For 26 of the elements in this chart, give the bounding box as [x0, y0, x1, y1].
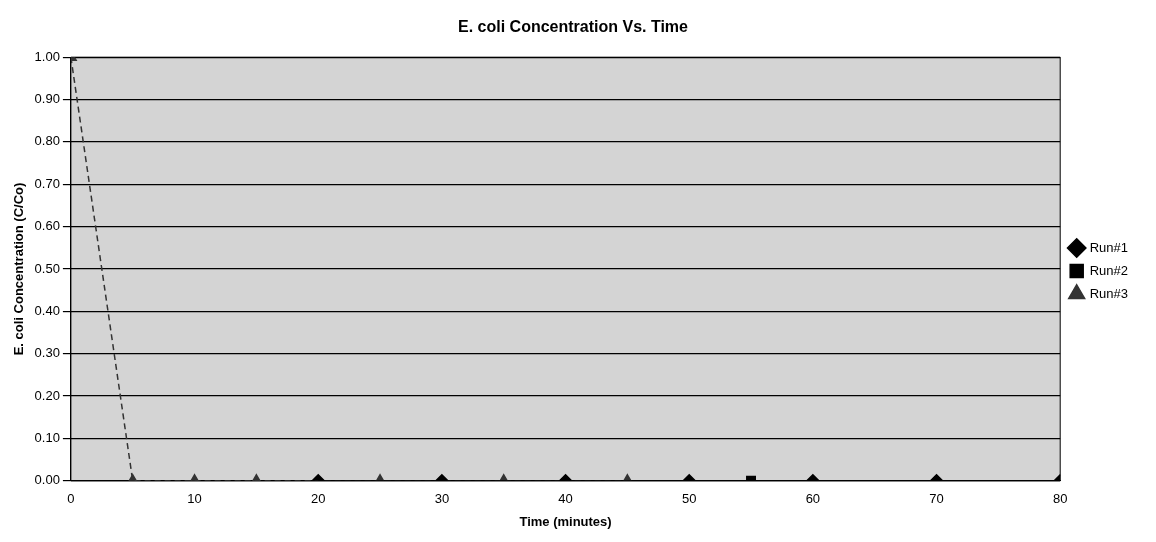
y-tick-label: 0.40 — [34, 302, 60, 318]
y-tick-label: 0.70 — [34, 175, 60, 191]
x-axis-title: Time (minutes) — [519, 513, 612, 529]
y-tick-label: 0.60 — [34, 218, 60, 234]
y-tick-label: 0.30 — [34, 345, 60, 361]
legend-label: Run#3 — [1089, 285, 1128, 301]
x-tick-label: 80 — [1052, 491, 1068, 507]
legend-label: Run#1 — [1089, 239, 1128, 255]
y-tick-label: 1.00 — [34, 48, 60, 64]
x-tick-label: 40 — [558, 491, 573, 507]
x-tick-label: 20 — [310, 491, 326, 507]
legend-label: Run#2 — [1089, 262, 1128, 278]
y-axis-title: E. coli Concentration (C/Co) — [11, 182, 27, 356]
y-tick-label: 0.50 — [34, 260, 60, 276]
x-tick-label: 10 — [187, 491, 202, 507]
x-tick-label: 30 — [434, 491, 450, 507]
x-tick-label: 0 — [67, 491, 75, 507]
x-tick-label: 70 — [929, 491, 944, 507]
y-tick-label: 0.80 — [34, 133, 60, 149]
y-tick-label: 0.20 — [34, 387, 60, 403]
y-tick-label: 0.90 — [34, 91, 60, 107]
x-tick-label: 50 — [681, 491, 697, 507]
y-tick-label: 0.10 — [34, 430, 60, 446]
chart-title: E. coli Concentration Vs. Time — [458, 18, 689, 36]
y-tick-label: 0.00 — [34, 472, 60, 488]
x-tick-label: 60 — [805, 491, 821, 507]
